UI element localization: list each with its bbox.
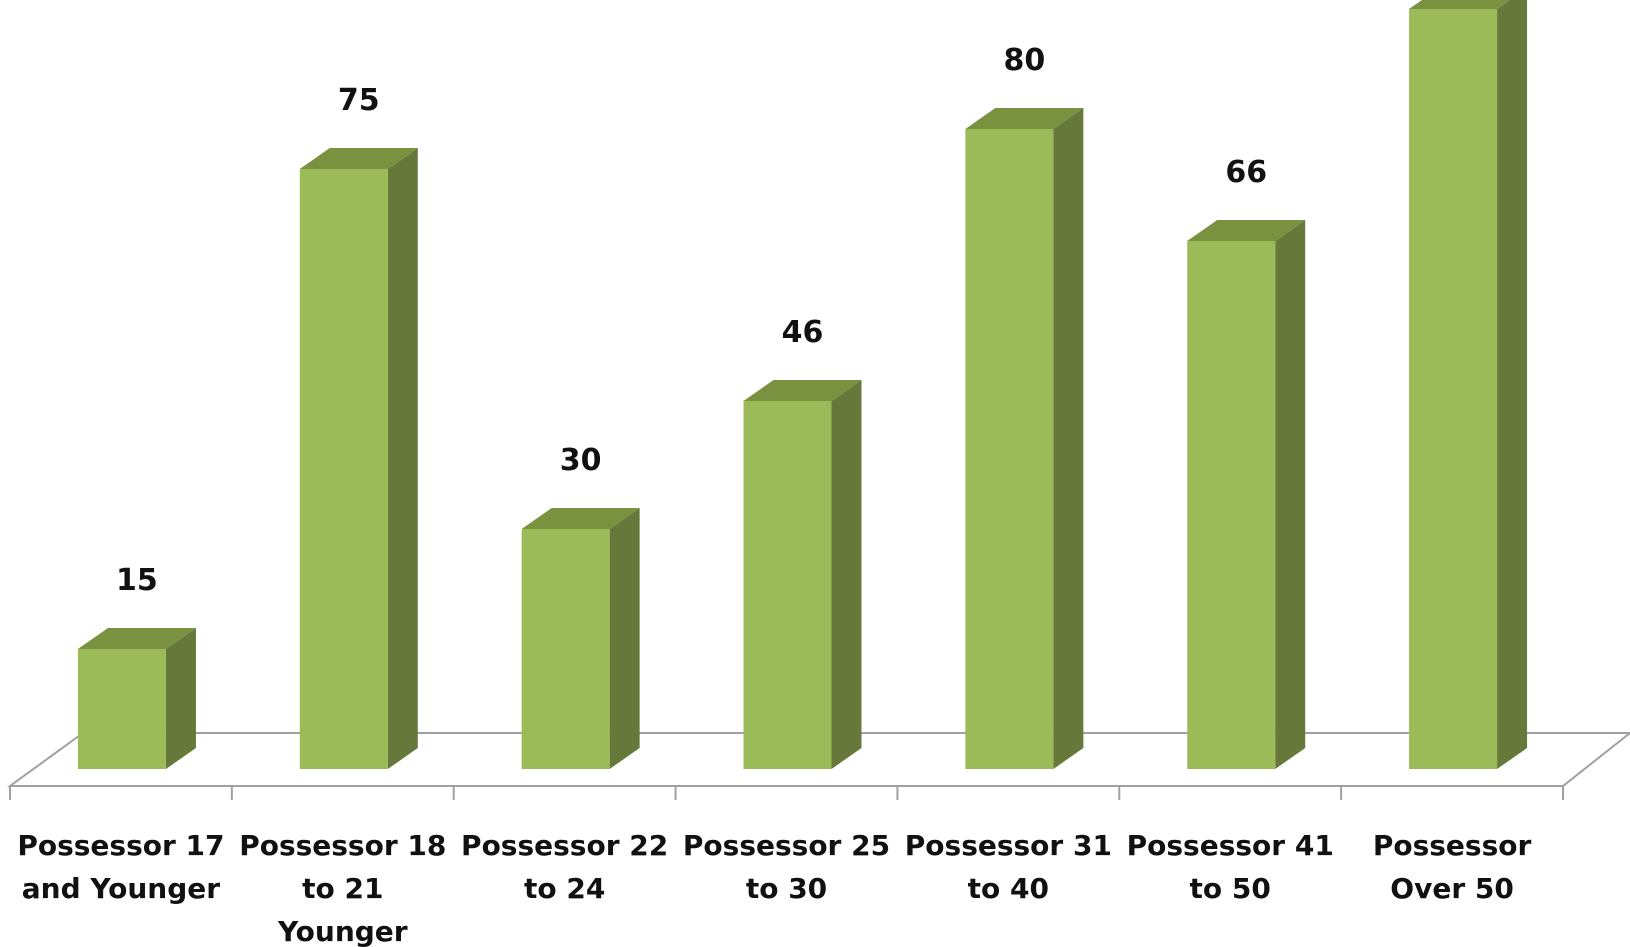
bar-top-face <box>1409 0 1510 9</box>
chart-floor <box>6 732 1630 787</box>
bar-top-face <box>521 508 640 529</box>
bar-top-face <box>1187 220 1306 241</box>
data-label: 80 <box>1003 43 1045 78</box>
data-labels-layer: 15 75 30 46 80 66 <box>116 43 1267 598</box>
x-tick-label: Possessor 22 to 24 <box>461 829 668 905</box>
bar-front-face <box>1409 9 1498 769</box>
bar-side-face <box>1053 108 1084 769</box>
x-tick-label: Possessor 41 to 50 <box>1127 829 1334 905</box>
bar <box>743 380 862 769</box>
bar <box>299 148 418 769</box>
bar-side-face <box>1497 0 1528 769</box>
x-tick-label: Possessor 25 to 30 <box>683 829 890 905</box>
x-axis-ticks <box>9 786 1564 800</box>
bar-front-face <box>521 529 610 769</box>
bar-top-face <box>299 148 418 169</box>
floor-outline <box>6 732 1630 787</box>
x-tick-label: Possessor 31 to 40 <box>905 829 1112 905</box>
bar-front-face <box>965 129 1054 769</box>
x-tick-label: Possessor Over 50 <box>1373 829 1532 905</box>
bar-top-face <box>965 108 1084 129</box>
bar <box>521 508 640 769</box>
bar-front-face <box>77 649 166 769</box>
bar-side-face <box>165 628 196 769</box>
bar-front-face <box>299 169 388 769</box>
bar-front-face <box>1187 241 1276 769</box>
bar-side-face <box>831 380 862 769</box>
data-label: 66 <box>1225 155 1267 190</box>
bar <box>1409 0 1528 769</box>
data-label: 75 <box>338 83 380 118</box>
data-label: 15 <box>116 563 158 598</box>
bar <box>965 108 1084 769</box>
bars-layer <box>77 0 1528 769</box>
bar-top-face <box>77 628 196 649</box>
bar-front-face <box>743 401 832 769</box>
data-label: 46 <box>782 315 824 350</box>
bar-side-face <box>609 508 640 769</box>
bar-side-face <box>387 148 418 769</box>
bar-top-face <box>743 380 862 401</box>
x-tick-label: Possessor 17 and Younger <box>17 829 224 905</box>
bar-side-face <box>1275 220 1306 769</box>
bar <box>1187 220 1306 769</box>
data-label: 30 <box>560 443 602 478</box>
bar <box>77 628 196 769</box>
x-tick-label: Possessor 18 to 21 Younger <box>239 829 446 947</box>
